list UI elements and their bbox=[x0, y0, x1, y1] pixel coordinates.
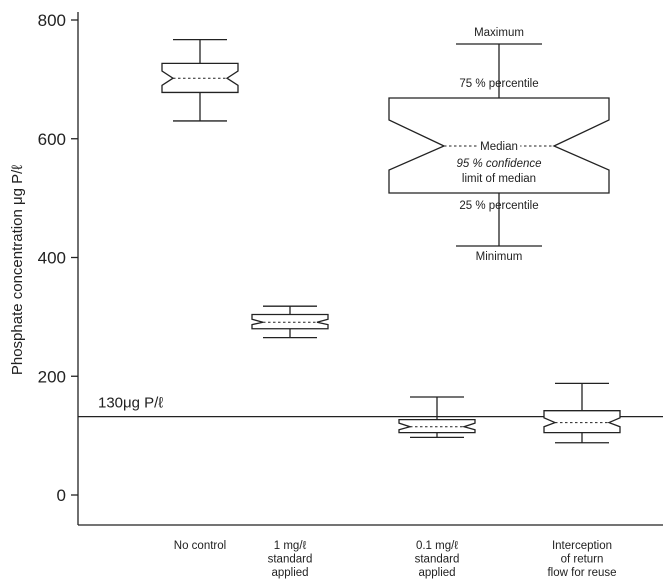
y-tick-label: 400 bbox=[38, 249, 66, 268]
y-tick-label: 800 bbox=[38, 11, 66, 30]
legend-ci-label-1: 95 % confidence bbox=[456, 158, 541, 170]
category-label: of return bbox=[561, 554, 604, 566]
y-tick-label: 200 bbox=[38, 367, 66, 386]
box-4 bbox=[543, 382, 621, 444]
legend-minimum-label: Minimum bbox=[476, 251, 523, 263]
box-3 bbox=[398, 396, 476, 439]
legend-maximum-label: Maximum bbox=[474, 27, 524, 39]
y-tick-label: 0 bbox=[57, 486, 66, 505]
category-label: 0.1 mg/ℓ bbox=[416, 540, 458, 552]
category-label: applied bbox=[271, 567, 308, 579]
y-axis-label: Phosphate concentration μg P/ℓ bbox=[9, 165, 26, 375]
category-label: standard bbox=[415, 554, 460, 566]
category-label: standard bbox=[268, 554, 313, 566]
category-label: flow for reuse bbox=[547, 567, 616, 579]
box-1 bbox=[161, 38, 239, 122]
y-tick-label: 600 bbox=[38, 130, 66, 149]
legend-q1-label: 25 % percentile bbox=[459, 200, 538, 212]
box-3-notched-box bbox=[398, 418, 476, 434]
category-label: 1 mg/ℓ bbox=[274, 540, 307, 552]
category-label: Interception bbox=[552, 540, 612, 552]
category-label: No control bbox=[174, 540, 226, 552]
legend-median-label: Median bbox=[480, 141, 518, 153]
category-label: applied bbox=[418, 567, 455, 579]
legend-ci-label-2: limit of median bbox=[462, 173, 536, 185]
box-4-notched-box bbox=[543, 410, 621, 434]
box-2-notched-box bbox=[251, 313, 329, 330]
reference-line-label: 130μg P/ℓ bbox=[98, 395, 163, 412]
box-2 bbox=[251, 305, 329, 339]
legend-q3-label: 75 % percentile bbox=[459, 78, 538, 90]
